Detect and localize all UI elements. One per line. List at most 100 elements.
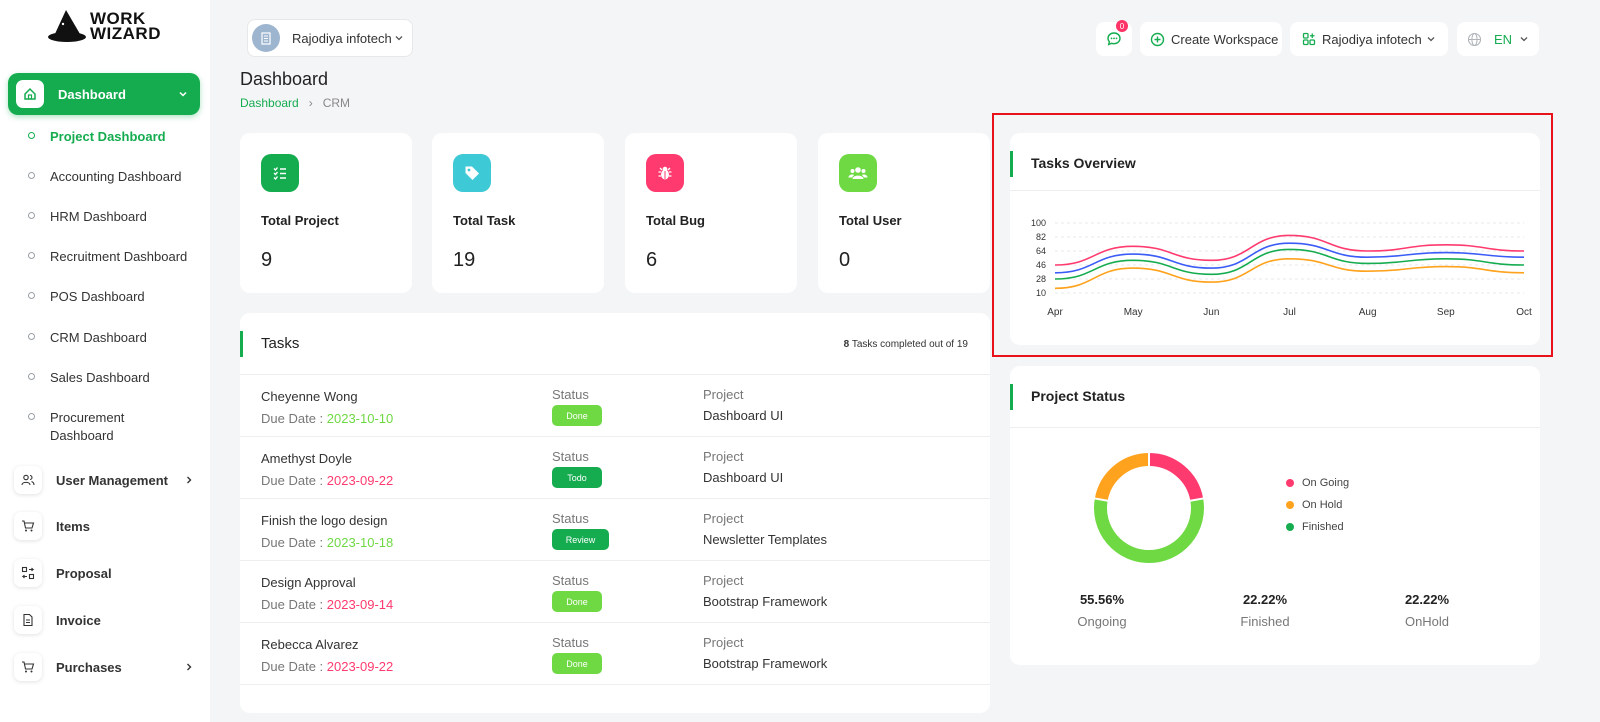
tasks-completed-count: 8 <box>843 339 850 350</box>
tasks-card: Tasks 8 Tasks completed out of 19 Cheyen… <box>240 313 990 713</box>
due-label: Due Date : <box>261 535 327 550</box>
sidebar-item-items[interactable]: Items <box>14 512 194 540</box>
task-name: Cheyenne Wong <box>261 389 358 404</box>
legend-item-on-hold[interactable]: On Hold <box>1286 499 1342 511</box>
sidebar-subitem-crm-dashboard[interactable]: CRM Dashboard <box>28 329 147 347</box>
project-status-donut <box>1093 451 1205 563</box>
sidebar-subitem-label: CRM Dashboard <box>50 330 147 345</box>
percentage-value: 22.22% <box>1404 592 1450 607</box>
project-label: Project <box>703 511 744 526</box>
series-line-0 <box>1054 234 1525 266</box>
legend-label: On Hold <box>1302 499 1343 511</box>
sidebar-item-user-management[interactable]: User Management <box>14 466 194 494</box>
task-row[interactable]: Design Approval Due Date : 2023-09-14 Stat… <box>240 561 990 623</box>
percentage-label: OnHold <box>1404 614 1450 629</box>
due-date: 2023-09-14 <box>326 597 394 612</box>
sidebar-item-purchases[interactable]: Purchases <box>14 653 194 681</box>
bug-icon <box>646 154 684 192</box>
language-select[interactable]: EN <box>1457 22 1539 56</box>
breadcrumb: Dashboard › CRM <box>240 96 350 110</box>
legend-item-on-going[interactable]: On Going <box>1286 477 1349 489</box>
stat-value: 9 <box>261 249 273 271</box>
task-row[interactable]: Amethyst Doyle Due Date : 2023-09-22 Statu… <box>240 437 990 499</box>
bullet-icon <box>28 413 35 420</box>
sidebar-subitem-pos-dashboard[interactable]: POS Dashboard <box>28 288 145 306</box>
task-row[interactable]: Finish the logo design Due Date : 2023-10… <box>240 499 990 561</box>
donut-slice-on-hold[interactable] <box>1094 453 1150 502</box>
sidebar-subitem-project-dashboard[interactable]: Project Dashboard <box>28 128 166 146</box>
due-label: Due Date : <box>261 597 327 612</box>
percentage-value: 55.56% <box>1079 592 1125 607</box>
sidebar-subitem-label: Project Dashboard <box>50 129 166 144</box>
donut-slice-finished[interactable] <box>1094 498 1204 563</box>
x-tick-label: Aug <box>1359 307 1377 318</box>
chevron-right-icon: › <box>308 96 313 110</box>
task-row[interactable]: Rebecca Alvarez Due Date : 2023-09-22 Stat… <box>240 623 990 685</box>
status-badge: Done <box>552 653 602 674</box>
sidebar-item-proposal[interactable]: Proposal <box>14 559 194 587</box>
language-label: EN <box>1494 31 1513 47</box>
chevron-down-icon <box>1427 37 1435 42</box>
create-workspace-button[interactable]: Create Workspace <box>1140 22 1282 56</box>
percentage-onhold: 22.22% OnHold <box>1377 592 1477 629</box>
brand-logo[interactable]: WORK WIZARD <box>46 6 161 46</box>
page-title: Dashboard <box>240 69 329 89</box>
breadcrumb-link-dashboard[interactable]: Dashboard <box>240 96 299 110</box>
legend-dot <box>1286 523 1294 531</box>
y-tick-label: 46 <box>1036 260 1046 270</box>
users-icon <box>839 154 877 192</box>
project-name: Bootstrap Framework <box>703 656 828 671</box>
sidebar-subitem-hrm-dashboard[interactable]: HRM Dashboard <box>28 208 147 226</box>
due-label: Due Date : <box>261 659 327 674</box>
y-tick-label: 100 <box>1031 218 1046 228</box>
sidebar-item-invoice[interactable]: Invoice <box>14 606 194 634</box>
chat-icon <box>1107 32 1121 46</box>
tasks-title: Tasks <box>261 335 300 352</box>
bullet-icon <box>28 333 35 340</box>
status-label: Status <box>552 449 589 464</box>
bullet-icon <box>28 132 35 139</box>
tasks-overview-chart: 10 28 46 64 82 100 Apr May Jun Jul Aug Sep Oct <box>1031 218 1532 318</box>
due-date: 2023-09-22 <box>326 659 394 674</box>
bullet-icon <box>28 172 35 179</box>
globe-icon <box>1467 32 1482 46</box>
percentage-ongoing: 55.56% Ongoing <box>1052 592 1152 629</box>
tasks-summary: 8 Tasks completed out of 19 <box>844 339 968 350</box>
messages-button[interactable]: 0 <box>1096 20 1132 56</box>
bullet-icon <box>28 373 35 380</box>
y-tick-label: 10 <box>1036 288 1046 298</box>
sidebar-subitem-recruitment-dashboard[interactable]: Recruitment Dashboard <box>28 248 187 266</box>
wizard-hat-icon <box>48 10 86 42</box>
chevron-down-icon <box>179 91 187 97</box>
workspace-select[interactable]: Rajodiya infotech <box>1290 22 1448 56</box>
brand-line1: WORK <box>90 9 146 28</box>
org-select-label: Rajodiya infotech <box>292 30 392 46</box>
task-name: Amethyst Doyle <box>261 451 353 466</box>
status-label: Status <box>552 387 589 402</box>
legend-label: Finished <box>1302 521 1344 533</box>
chevron-down-icon <box>1520 37 1528 42</box>
legend-item-finished[interactable]: Finished <box>1286 521 1344 533</box>
sidebar-subitem-label: Recruitment Dashboard <box>50 249 188 264</box>
tag-icon <box>453 154 491 192</box>
project-name: Bootstrap Framework <box>703 594 828 609</box>
stat-card-total-bug: Total Bug 6 <box>625 133 797 293</box>
x-tick-label: Jul <box>1283 307 1296 318</box>
stat-card-total-task: Total Task 19 <box>432 133 604 293</box>
series-line-1 <box>1054 242 1525 274</box>
status-label: Status <box>552 573 589 588</box>
status-badge: Todo <box>552 467 602 488</box>
project-status-title: Project Status <box>1031 388 1126 404</box>
sidebar-subitem-label: Accounting Dashboard <box>50 169 182 184</box>
sidebar-subitem-procurement-dashboard[interactable]: Procurement Dashboard <box>28 409 150 445</box>
donut-separators <box>1093 451 1205 502</box>
sidebar-item-dashboard[interactable]: Dashboard <box>8 73 200 115</box>
y-tick-label: 64 <box>1036 246 1046 256</box>
sidebar-subitem-sales-dashboard[interactable]: Sales Dashboard <box>28 369 150 387</box>
task-row[interactable]: Cheyenne Wong Due Date : 2023-10-10 Status… <box>240 375 990 437</box>
invoice-icon <box>14 606 42 634</box>
org-select[interactable]: Rajodiya infotech <box>247 19 413 57</box>
donut-slice-on-going[interactable] <box>1148 453 1204 502</box>
sidebar-subitem-accounting-dashboard[interactable]: Accounting Dashboard <box>28 168 182 186</box>
tasks-overview-header: Tasks Overview <box>1010 133 1540 191</box>
